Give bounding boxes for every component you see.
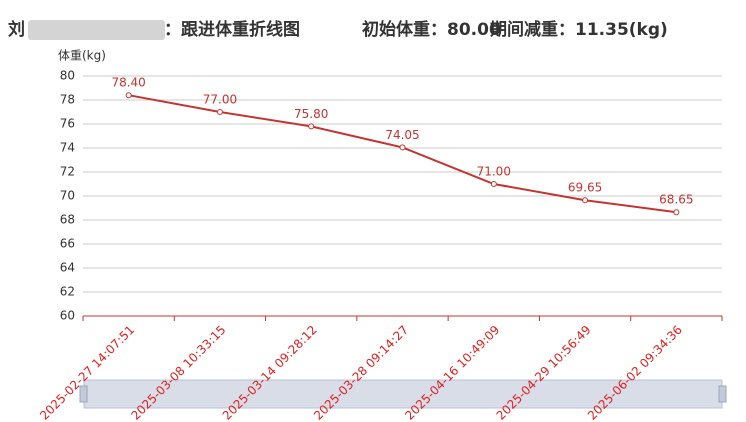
data-label: 75.80 bbox=[294, 107, 328, 121]
y-axis-name: 体重(kg) bbox=[58, 49, 106, 63]
point bbox=[582, 197, 589, 204]
data-label: 69.65 bbox=[568, 181, 602, 195]
point bbox=[673, 209, 680, 216]
data-label: 74.05 bbox=[385, 128, 419, 142]
zoom-handle-right[interactable] bbox=[718, 385, 727, 403]
zoom-track[interactable] bbox=[83, 379, 723, 409]
point bbox=[125, 92, 132, 99]
point bbox=[490, 181, 497, 187]
y-tick-label: 76 bbox=[60, 117, 75, 131]
title: ：跟进体重折线图 bbox=[164, 19, 300, 40]
y-tick-label: 60 bbox=[60, 309, 75, 323]
y-tick-label: 72 bbox=[60, 165, 75, 179]
y-tick-label: 74 bbox=[60, 141, 75, 155]
zoom-handle-left[interactable] bbox=[79, 385, 88, 403]
y-tick-label: 62 bbox=[60, 285, 75, 299]
y-tick-label: 68 bbox=[60, 213, 75, 227]
data-label: 71.00 bbox=[477, 165, 511, 179]
y-tick-label: 80 bbox=[60, 69, 75, 83]
title-name: 刘 bbox=[8, 19, 25, 40]
y-tick-label: 66 bbox=[60, 237, 75, 251]
data-label: 78.40 bbox=[111, 76, 145, 90]
y-tick-label: 70 bbox=[60, 189, 75, 203]
blurred-name bbox=[28, 20, 165, 40]
data-label: 77.00 bbox=[203, 93, 237, 107]
y-tick-label: 78 bbox=[60, 93, 75, 107]
initial-weight: 初始体重：80.00 bbox=[362, 19, 501, 40]
data-label: 68.65 bbox=[659, 193, 693, 207]
weight-loss: 期间减重：11.35(kg) bbox=[490, 19, 668, 40]
data-zoom[interactable] bbox=[79, 379, 727, 409]
point bbox=[308, 123, 315, 130]
y-tick-label: 64 bbox=[60, 261, 75, 275]
point bbox=[216, 109, 223, 115]
point bbox=[399, 144, 406, 151]
